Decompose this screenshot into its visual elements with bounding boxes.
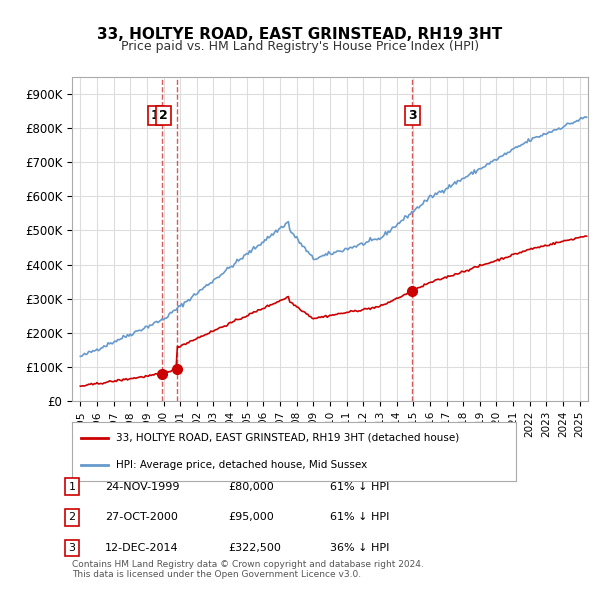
Text: 3: 3	[68, 543, 76, 553]
Text: £95,000: £95,000	[228, 513, 274, 522]
Text: 3: 3	[408, 109, 417, 122]
Text: 27-OCT-2000: 27-OCT-2000	[105, 513, 178, 522]
Text: 61% ↓ HPI: 61% ↓ HPI	[330, 513, 389, 522]
Text: 24-NOV-1999: 24-NOV-1999	[105, 482, 179, 491]
Text: £322,500: £322,500	[228, 543, 281, 553]
Text: HPI: Average price, detached house, Mid Sussex: HPI: Average price, detached house, Mid …	[116, 460, 368, 470]
Text: 12-DEC-2014: 12-DEC-2014	[105, 543, 179, 553]
Text: Price paid vs. HM Land Registry's House Price Index (HPI): Price paid vs. HM Land Registry's House …	[121, 40, 479, 53]
Text: 1: 1	[68, 482, 76, 491]
Text: 33, HOLTYE ROAD, EAST GRINSTEAD, RH19 3HT: 33, HOLTYE ROAD, EAST GRINSTEAD, RH19 3H…	[97, 27, 503, 41]
Text: 33, HOLTYE ROAD, EAST GRINSTEAD, RH19 3HT (detached house): 33, HOLTYE ROAD, EAST GRINSTEAD, RH19 3H…	[116, 433, 460, 442]
Text: 1: 1	[151, 109, 160, 122]
Text: 36% ↓ HPI: 36% ↓ HPI	[330, 543, 389, 553]
Text: 2: 2	[68, 513, 76, 522]
Text: 61% ↓ HPI: 61% ↓ HPI	[330, 482, 389, 491]
Text: £80,000: £80,000	[228, 482, 274, 491]
Text: Contains HM Land Registry data © Crown copyright and database right 2024.
This d: Contains HM Land Registry data © Crown c…	[72, 560, 424, 579]
Text: 2: 2	[159, 109, 168, 122]
